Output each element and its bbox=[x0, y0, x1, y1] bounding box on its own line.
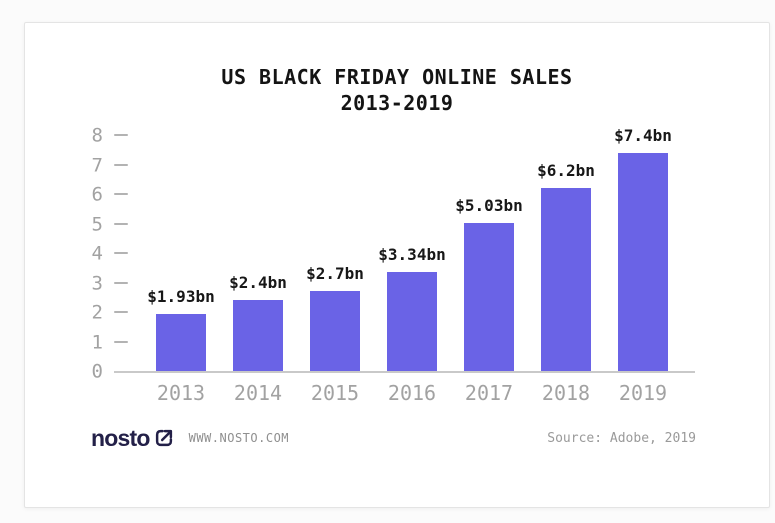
title-block: US BLACK FRIDAY ONLINE SALES 2013-2019 bbox=[25, 64, 769, 116]
chart-subtitle: 2013-2019 bbox=[340, 91, 454, 115]
bar-value-label: $2.7bn bbox=[306, 264, 364, 283]
y-tick-mark bbox=[114, 281, 128, 284]
nosto-logo-text: nosto bbox=[91, 424, 150, 451]
source-credit: Source: Adobe, 2019 bbox=[547, 430, 696, 446]
x-tick-label: 2017 bbox=[464, 381, 514, 405]
bar-value-label: $7.4bn bbox=[614, 126, 672, 145]
y-tick-mark bbox=[114, 134, 128, 136]
bar-2018 bbox=[541, 188, 591, 371]
y-tick-label: 0 bbox=[91, 360, 103, 383]
bar-2017 bbox=[464, 223, 514, 371]
x-tick-label: 2013 bbox=[156, 381, 206, 405]
x-tick-label: 2014 bbox=[233, 381, 283, 405]
y-tick-mark bbox=[114, 222, 128, 225]
bar-2016 bbox=[387, 272, 437, 371]
x-tick-label: 2018 bbox=[541, 381, 591, 405]
bar-2013 bbox=[156, 314, 206, 371]
footer: nosto WWW.NOSTO.COM Source: Adobe, 2019 bbox=[91, 421, 696, 455]
y-tick-label: 8 bbox=[91, 124, 103, 147]
y-tick-label: 4 bbox=[91, 242, 103, 265]
y-tick-mark bbox=[114, 193, 128, 195]
y-tick-label: 7 bbox=[91, 154, 103, 176]
y-tick-mark bbox=[114, 163, 128, 166]
bar-value-label: $2.4bn bbox=[229, 273, 287, 292]
website-url: WWW.NOSTO.COM bbox=[188, 431, 290, 445]
x-axis-line bbox=[114, 371, 695, 373]
x-tick-label: 2015 bbox=[310, 381, 360, 405]
x-tick-label: 2016 bbox=[387, 381, 437, 405]
bar-2019 bbox=[618, 153, 668, 371]
y-tick-label: 6 bbox=[91, 183, 103, 206]
bar-2015 bbox=[310, 291, 360, 371]
bar-value-label: $1.93bn bbox=[147, 287, 215, 306]
bar-value-label: $3.34bn bbox=[378, 245, 446, 264]
bar-value-label: $6.2bn bbox=[537, 161, 595, 180]
bar-2014 bbox=[233, 300, 283, 371]
chart-title: US BLACK FRIDAY ONLINE SALES bbox=[221, 65, 573, 89]
nosto-logo-arrow-icon bbox=[155, 429, 172, 447]
y-tick-label: 3 bbox=[91, 272, 103, 294]
plot-area: $1.93bn 2013 $2.4bn 2014 $2.7bn 2015 $3.34bn 20… bbox=[116, 23, 694, 404]
y-tick-mark bbox=[114, 340, 128, 343]
x-tick-label: 2019 bbox=[618, 381, 668, 405]
y-tick-mark bbox=[114, 311, 128, 313]
bar-value-label: $5.03bn bbox=[455, 196, 523, 215]
y-tick-label: 2 bbox=[91, 301, 103, 324]
nosto-logo: nosto bbox=[91, 425, 175, 452]
y-tick-label: 1 bbox=[91, 331, 103, 353]
y-tick-label: 5 bbox=[91, 213, 103, 235]
y-tick-mark bbox=[114, 252, 128, 254]
chart-card: US BLACK FRIDAY ONLINE SALES 2013-2019 0… bbox=[24, 22, 770, 508]
